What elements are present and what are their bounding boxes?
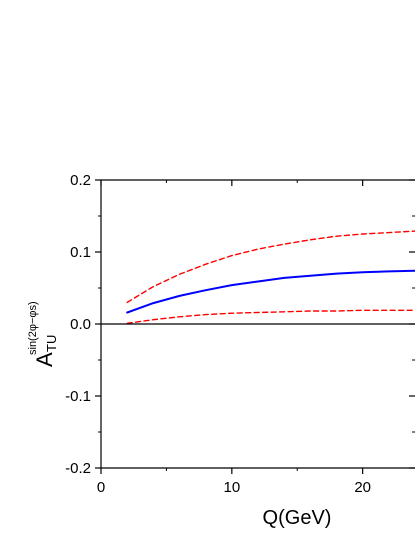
y-tick-label: -0.2 [65, 460, 91, 477]
x-tick-label: 20 [354, 479, 371, 496]
y-axis-title-base: A [32, 352, 57, 367]
x-tick-label: 0 [97, 479, 105, 496]
chart-ticks [95, 179, 415, 474]
y-tick-label: -0.1 [65, 388, 91, 405]
y-axis-title-subscript: TU [44, 335, 59, 352]
bound-curve-2 [126, 309, 415, 324]
central-curve [126, 269, 415, 314]
y-axis-title: A TU sin(2φ−φs) [27, 301, 59, 367]
y-tick-label: 0.2 [70, 172, 91, 189]
x-axis-title: Q(GeV) [263, 507, 332, 529]
chart-tick-labels: -0.2 -0.1 0.0 0.1 0.2 0 10 20 [65, 172, 371, 496]
chart-curves [126, 230, 415, 324]
y-axis-title-superscript: sin(2φ−φs) [27, 301, 39, 355]
y-tick-label: 0.1 [70, 244, 91, 261]
bound-curve-1 [126, 230, 415, 304]
x-tick-label: 10 [223, 479, 240, 496]
y-tick-label: 0.0 [70, 316, 91, 333]
